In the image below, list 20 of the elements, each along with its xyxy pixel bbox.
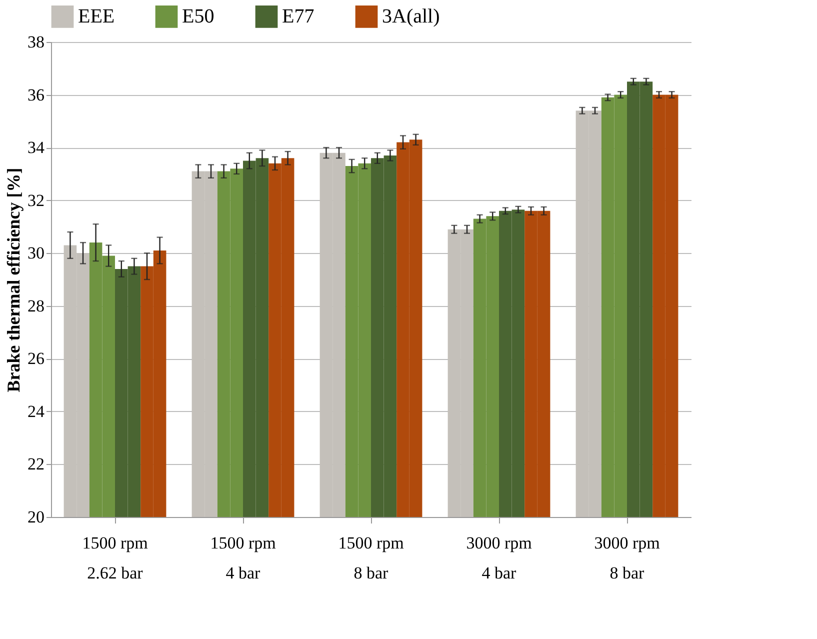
y-tick-label: 34 bbox=[28, 138, 45, 158]
y-tick-label: 28 bbox=[28, 296, 44, 316]
x-tick-label: 1500 rpm 8 bar bbox=[338, 534, 404, 582]
x-tick-label: 1500 rpm 2.62 bar bbox=[82, 534, 148, 582]
y-tick-label: 26 bbox=[28, 349, 44, 368]
y-tick-label: 38 bbox=[28, 32, 44, 52]
legend-label: EEE bbox=[78, 6, 115, 28]
legend-label: 3A(all) bbox=[382, 6, 440, 28]
y-axis-title: Brake thermal efficiency [%] bbox=[4, 168, 24, 392]
x-tick-label: 3000 rpm 4 bar bbox=[466, 534, 532, 582]
y-tick-label: 32 bbox=[28, 190, 44, 210]
y-tick-label: 22 bbox=[28, 454, 44, 474]
y-tick-label: 36 bbox=[28, 85, 44, 104]
y-tick-label: 30 bbox=[28, 244, 44, 263]
x-tick-label: 1500 rpm 4 bar bbox=[210, 534, 276, 582]
x-tick-label: 3000 rpm 8 bar bbox=[594, 534, 660, 582]
y-tick-label: 24 bbox=[28, 402, 45, 421]
legend-label: E77 bbox=[282, 6, 314, 28]
legend-label: E50 bbox=[182, 6, 214, 28]
y-tick-label: 20 bbox=[28, 508, 44, 526]
